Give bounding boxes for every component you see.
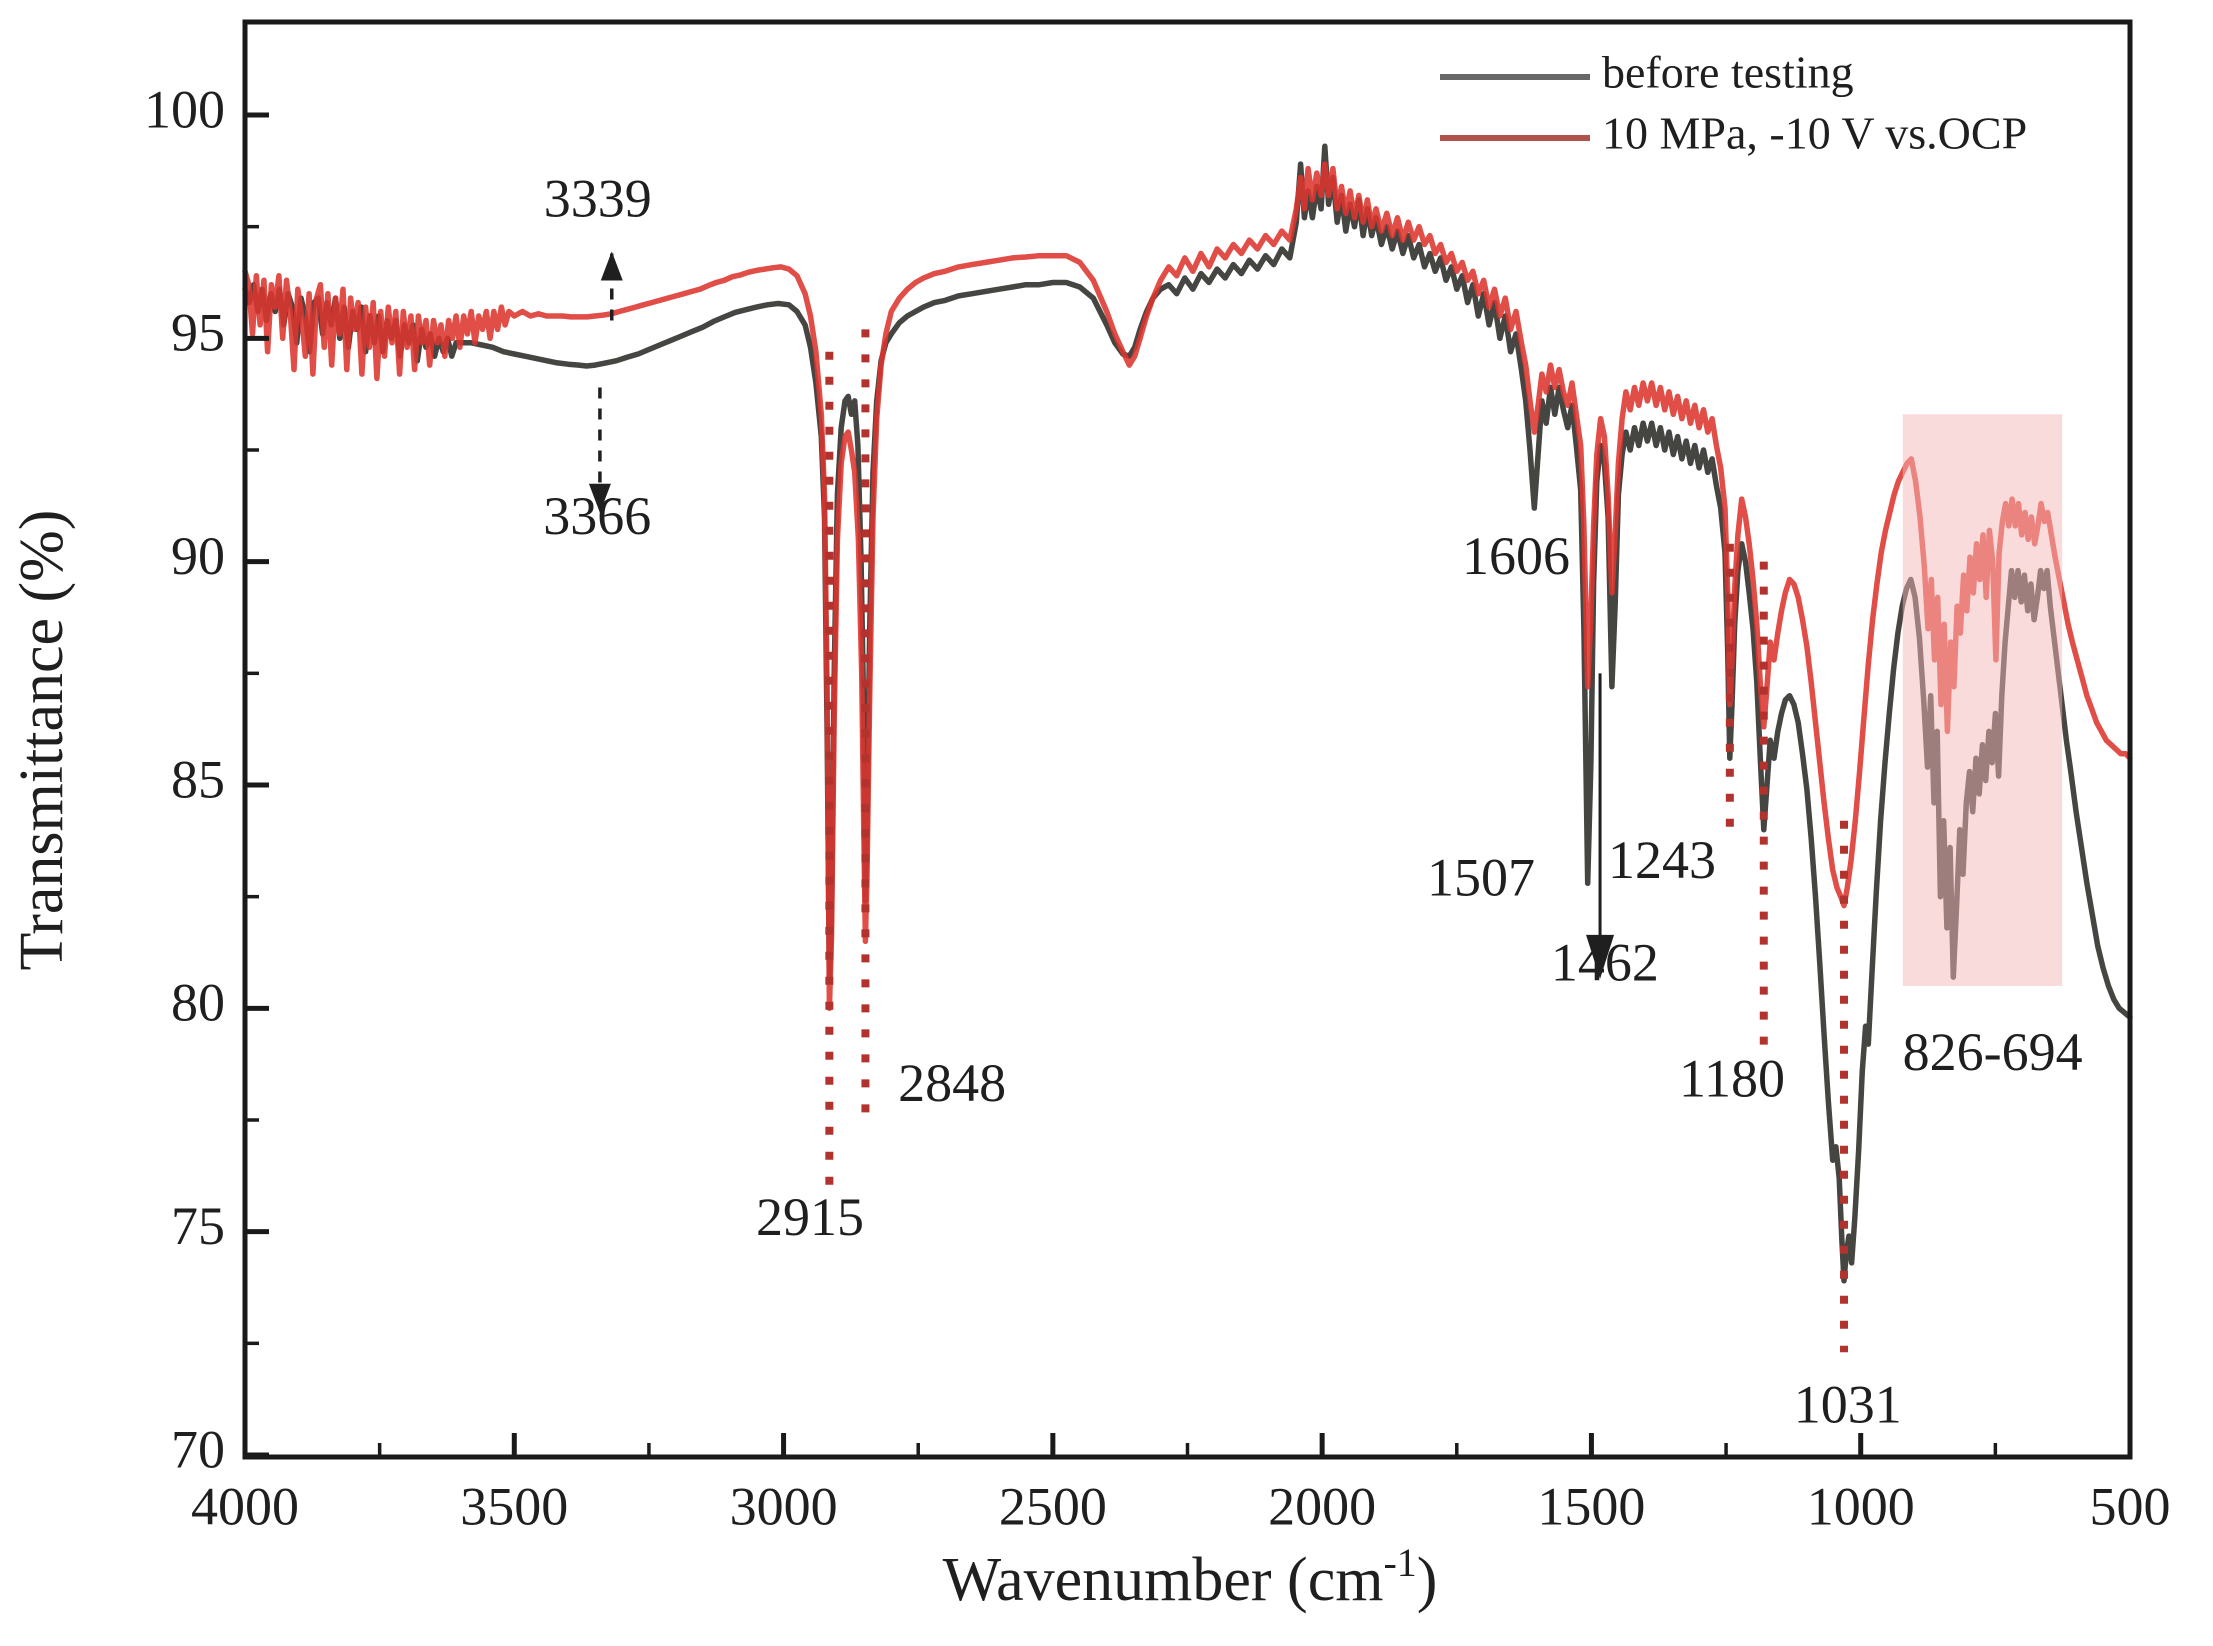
x-tick-label: 4000 [191,1476,299,1536]
legend-label-2: 10 MPa, -10 V vs.OCP [1602,108,2027,159]
arrow-head-icon [588,483,611,513]
peak-label-1031: 1031 [1794,1375,1902,1435]
peak-label-3339: 3339 [544,169,652,229]
y-tick-label: 100 [144,79,225,139]
peak-label-1462: 1462 [1551,933,1659,993]
peak-label-826-694: 826-694 [1903,1022,2083,1082]
x-tick-label: 2500 [999,1476,1107,1536]
highlight-region-826-694 [1902,414,2063,986]
peak-label-2915: 2915 [756,1187,864,1247]
peak-label-1243: 1243 [1608,830,1716,890]
x-axis-title: Wavenumber (cm-1) [943,1540,1438,1614]
peak-label-1180: 1180 [1679,1049,1785,1109]
y-tick-label: 85 [171,749,225,809]
x-tick-label: 2000 [1268,1476,1376,1536]
arrow-head-icon [600,251,623,281]
x-tick-label: 3000 [730,1476,838,1536]
y-tick-label: 90 [171,526,225,586]
x-tick-label: 500 [2090,1476,2171,1536]
peak-label-2848: 2848 [898,1053,1006,1113]
x-tick-label: 1500 [1537,1476,1645,1536]
y-tick-label: 75 [171,1196,225,1256]
arrow-head-icon [1586,934,1615,979]
series-line-10mpa [242,161,2133,1012]
y-tick-label: 80 [171,973,225,1033]
x-tick-label: 1000 [1807,1476,1915,1536]
peak-label-1507: 1507 [1427,848,1535,908]
x-tick-label: 3500 [460,1476,568,1536]
y-tick-label: 95 [171,303,225,363]
peak-label-1606: 1606 [1462,526,1570,586]
y-axis-title: Transmittance (%) [8,510,76,971]
legend-label-1: before testing [1602,47,1854,98]
peak-label-3366: 3366 [543,486,651,546]
y-tick-label: 70 [171,1419,225,1479]
